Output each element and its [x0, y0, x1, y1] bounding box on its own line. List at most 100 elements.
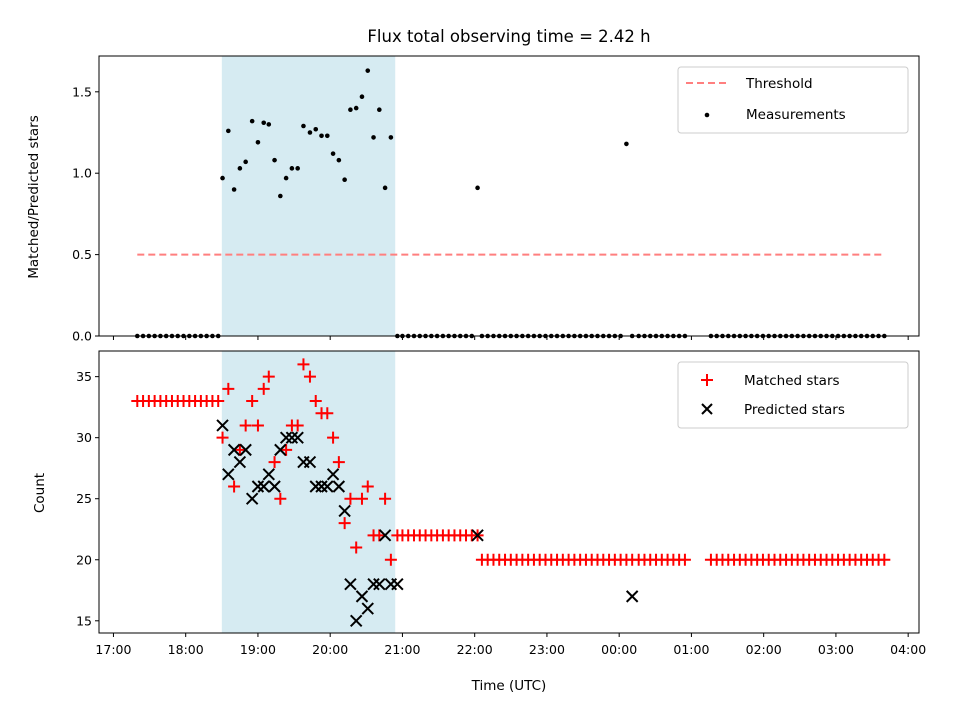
matched-star-point: [268, 456, 281, 469]
measurement-point: [307, 130, 313, 135]
measurement-point: [475, 185, 480, 191]
measurement-point: [261, 120, 267, 126]
predicted-star-point: [338, 504, 351, 518]
measurement-point: [278, 193, 283, 199]
matched-star-point: [379, 492, 392, 505]
measurement-point: [226, 128, 231, 134]
top-chart-title: Flux total observing time = 2.42 h: [367, 27, 650, 46]
matched-star-point: [222, 382, 235, 395]
matched-star-point: [233, 443, 246, 456]
top-y-tick-label: 1.0: [72, 166, 92, 181]
matched-star-point: [361, 480, 374, 493]
top-y-ticks: 0.0 0.5 1.0 1.5: [72, 84, 99, 344]
measurement-point: [624, 141, 629, 147]
measurement-point: [289, 166, 295, 171]
predicted-star-point: [222, 468, 235, 481]
predicted-star-point: [355, 590, 369, 603]
matched-star-point: [309, 395, 322, 408]
top-panel: 0.0 0.5 1.0 1.5 Flux total observing time =…: [26, 27, 920, 344]
top-x-ticks: [112, 336, 909, 340]
matched-star-point: [228, 480, 241, 493]
bottom-y-tick-label: 35: [76, 369, 92, 384]
bottom-x-tick-label: 17:00: [95, 642, 131, 657]
matched-star-point: [274, 492, 287, 505]
legend-matched-label: Matched stars: [744, 373, 840, 389]
predicted-star-point: [251, 480, 265, 493]
predicted-star-point: [233, 455, 247, 469]
measurement-point: [231, 187, 237, 192]
matched-star-point: [257, 382, 270, 395]
predicted-star-point: [309, 480, 322, 493]
bottom-panel: 15 20 25 30 35 17:00 18:00 19:00 20:00 21:00 22:0…: [32, 350, 926, 694]
predicted-star-point: [285, 431, 299, 444]
measurement-point: [353, 105, 359, 111]
legend-matched-swatch: [701, 374, 713, 386]
measurement-point: [324, 133, 330, 139]
bottom-x-tick-label: 02:00: [746, 642, 782, 657]
bottom-legend: Matched stars Predicted stars: [677, 361, 909, 429]
predicted-star-point: [216, 419, 229, 432]
predicted-star-point: [378, 529, 392, 542]
matched-star-point: [262, 370, 275, 383]
legend-measurements-swatch: [704, 112, 710, 118]
x-axis-label: Time (UTC): [471, 678, 547, 694]
legend-measurements-label: Measurements: [746, 107, 846, 123]
measurement-point: [295, 166, 300, 171]
bottom-x-tick-label: 00:00: [601, 642, 637, 657]
measurement-point: [342, 177, 347, 183]
predicted-star-point: [262, 468, 275, 481]
top-legend: Threshold Measurements: [677, 66, 909, 134]
matched-star-point: [344, 492, 357, 505]
matched-star-point: [338, 517, 351, 530]
predicted-star-point: [471, 529, 484, 542]
measurement-point: [319, 133, 324, 139]
predicted-stars-series: [216, 419, 639, 627]
predicted-star-point: [344, 577, 357, 591]
predicted-star-point: [245, 492, 259, 505]
bottom-x-tick-label: 01:00: [673, 642, 709, 657]
bottom-shaded-interval: [221, 351, 396, 633]
matched-star-point: [350, 541, 363, 554]
bottom-axes-frame: [98, 350, 920, 634]
measurement-point: [220, 175, 225, 181]
matched-star-point: [280, 443, 293, 456]
matched-star-point: [212, 395, 225, 408]
matched-star-point: [384, 553, 397, 566]
matched-star-point: [678, 553, 691, 566]
matched-star-point: [373, 529, 386, 542]
matched-star-point: [321, 407, 334, 420]
bottom-x-tick-label: 20:00: [312, 642, 348, 657]
matched-star-point: [303, 370, 316, 383]
measurement-point: [272, 157, 277, 163]
matched-star-point: [239, 419, 252, 432]
measurement-point: [330, 151, 336, 156]
matched-star-point: [878, 553, 891, 566]
top-axes-frame: [98, 55, 920, 337]
measurement-point: [266, 122, 272, 127]
matched-star-point: [216, 431, 229, 444]
measurement-point: [249, 118, 255, 124]
bottom-y-tick-label: 15: [76, 613, 92, 628]
bottom-y-tick-label: 30: [76, 430, 92, 445]
predicted-star-point: [315, 480, 328, 493]
predicted-star-point: [367, 577, 380, 591]
predicted-star-point: [239, 443, 252, 457]
measurement-point: [336, 157, 342, 163]
bottom-y-tick-label: 25: [76, 491, 92, 506]
top-y-axis-label: Matched/Predicted stars: [26, 115, 42, 278]
measurement-point: [348, 107, 353, 113]
bottom-x-tick-label: 03:00: [818, 642, 854, 657]
measurement-point: [283, 175, 289, 181]
bottom-y-ticks: 15 20 25 30 35: [76, 369, 99, 628]
legend-predicted-label: Predicted stars: [744, 402, 845, 418]
legend-threshold-label: Threshold: [745, 76, 813, 92]
top-y-tick-label: 0.0: [72, 329, 92, 344]
predicted-star-point: [321, 480, 334, 493]
predicted-star-point: [349, 614, 363, 627]
top-y-tick-label: 0.5: [72, 247, 92, 262]
predicted-star-point: [625, 590, 639, 603]
predicted-star-point: [268, 480, 281, 493]
bottom-x-ticks: 17:00 18:00 19:00 20:00 21:00 22:00 23:00 00:00…: [95, 633, 926, 657]
predicted-star-point: [361, 602, 374, 615]
predicted-star-point: [391, 577, 404, 591]
